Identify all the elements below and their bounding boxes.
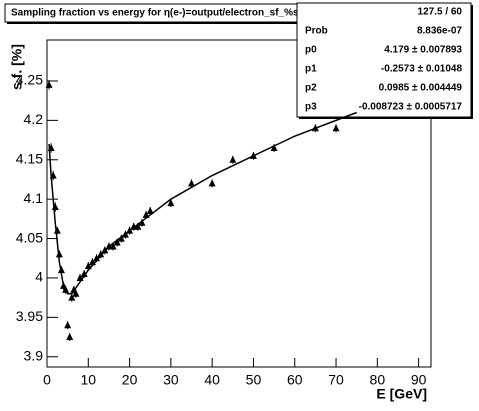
y-tick-label: 4.25 [16,72,43,88]
data-point [138,218,146,226]
data-point [84,262,92,270]
x-tick-label: 20 [122,372,138,388]
data-point [97,250,105,258]
data-point [51,203,59,211]
x-tick-label: 80 [370,372,386,388]
stats-value: -0.008723 ± 0.0005717 [359,102,463,113]
data-point [53,226,61,234]
stats-label: p1 [305,64,317,75]
x-tick-label: 40 [204,372,220,388]
data-point [117,234,125,242]
data-point [66,333,74,341]
y-tick-label: 4.15 [16,150,43,166]
x-tick-label: 0 [43,372,51,388]
data-point [121,230,129,238]
data-point [47,143,55,151]
data-point [80,270,88,278]
chart-title: Sampling fraction vs energy for η(e-)=ou… [11,8,363,19]
data-point [64,321,72,329]
data-point [88,258,96,266]
data-point [126,226,134,234]
y-tick-label: 3.9 [24,347,44,363]
stats-value: 8.836e-07 [417,26,462,37]
data-point [55,250,63,258]
data-point [72,289,80,297]
data-point [45,80,53,88]
data-point [332,124,340,132]
data-point [101,246,109,254]
stats-box [296,2,472,118]
data-point [249,151,257,159]
x-tick-label: 30 [163,372,179,388]
data-point [93,254,101,262]
y-tick-label: 4.05 [16,229,43,245]
x-tick-label: 10 [81,372,97,388]
y-tick-label: 4 [35,269,43,285]
data-point [311,124,319,132]
data-point [113,238,121,246]
data-point [134,222,142,230]
data-point [270,143,278,151]
x-tick-label: 90 [411,372,427,388]
stats-value: -0.2573 ± 0.01048 [381,64,463,75]
stats-label: p0 [305,45,317,56]
y-tick-label: 3.95 [16,308,43,324]
data-point [142,210,150,218]
data-point [109,242,117,250]
stats-label: p3 [305,102,317,113]
data-point [146,206,154,214]
x-tick-label: 60 [287,372,303,388]
data-point [76,273,84,281]
data-point [68,293,76,301]
data-point [62,285,70,293]
data-point [57,266,65,274]
y-axis-title: s.f. [%] [9,44,25,90]
stats-label: p2 [305,83,317,94]
stats-label: Prob [305,26,328,37]
stats-value: 4.179 ± 0.007893 [384,45,462,56]
y-tick-label: 4.1 [24,190,44,206]
data-point [188,179,196,187]
data-point [229,155,237,163]
x-axis-title: E [GeV] [376,386,427,402]
stats-value: 127.5 / 60 [418,7,463,18]
data-point [49,171,57,179]
x-tick-label: 70 [328,372,344,388]
data-point [167,199,175,207]
data-point [208,179,216,187]
stats-value: 0.0985 ± 0.004449 [379,83,463,94]
x-tick-label: 50 [246,372,262,388]
y-tick-label: 4.2 [24,111,44,127]
